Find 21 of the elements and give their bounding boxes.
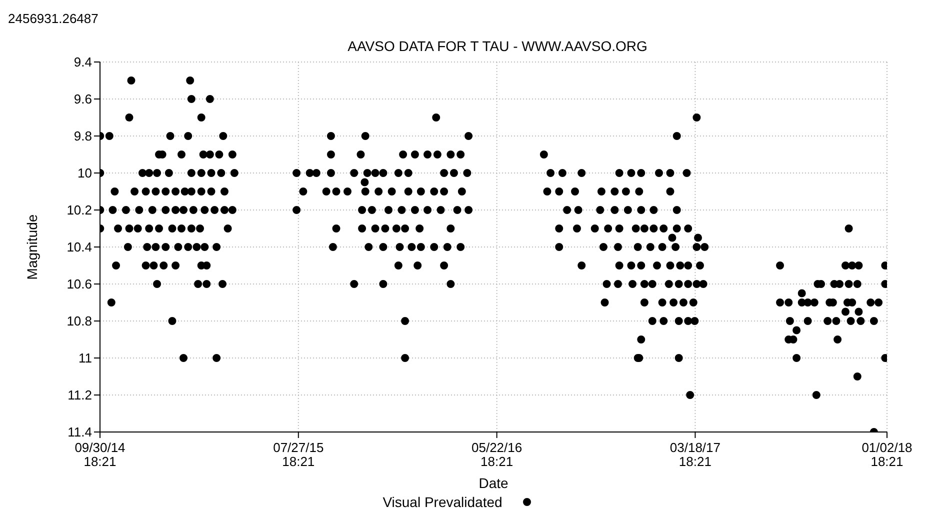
- text: 2456931.26487: [8, 10, 100, 28]
- x-tick-label: 03/18/17 18:21: [670, 440, 721, 469]
- y-tick-label: 9.8: [74, 128, 92, 144]
- x-axis-title: Date: [478, 475, 508, 491]
- x-tick-label: 05/22/16 18:21: [472, 440, 522, 469]
- y-tick-label: 10.4: [66, 240, 92, 255]
- legend-label: Visual Prevalidated: [382, 494, 502, 510]
- y-tick-label: 10: [78, 166, 92, 181]
- x-tick-label: 09/30/14 18:21: [74, 440, 126, 469]
- y-tick-label: 10.6: [66, 276, 92, 292]
- chart-title: AAVSO DATA FOR T TAU - WWW.AAVSO.ORG: [346, 38, 648, 54]
- y-tick-label: 10.2: [66, 202, 92, 218]
- y-tick-label: 10.8: [66, 314, 92, 329]
- y-tick-label: 11.2: [68, 388, 92, 403]
- x-tick-label: 07/27/15 18:21: [273, 440, 324, 469]
- y-tick-label: 11.4: [68, 424, 92, 440]
- y-tick-label: 9.4: [74, 54, 92, 70]
- x-tick-label: 01/02/18 18:21: [862, 440, 912, 469]
- y-tick-label: 11: [78, 350, 92, 366]
- y-tick-label: 9.6: [74, 92, 92, 107]
- y-axis-title: Magnitude: [24, 214, 40, 280]
